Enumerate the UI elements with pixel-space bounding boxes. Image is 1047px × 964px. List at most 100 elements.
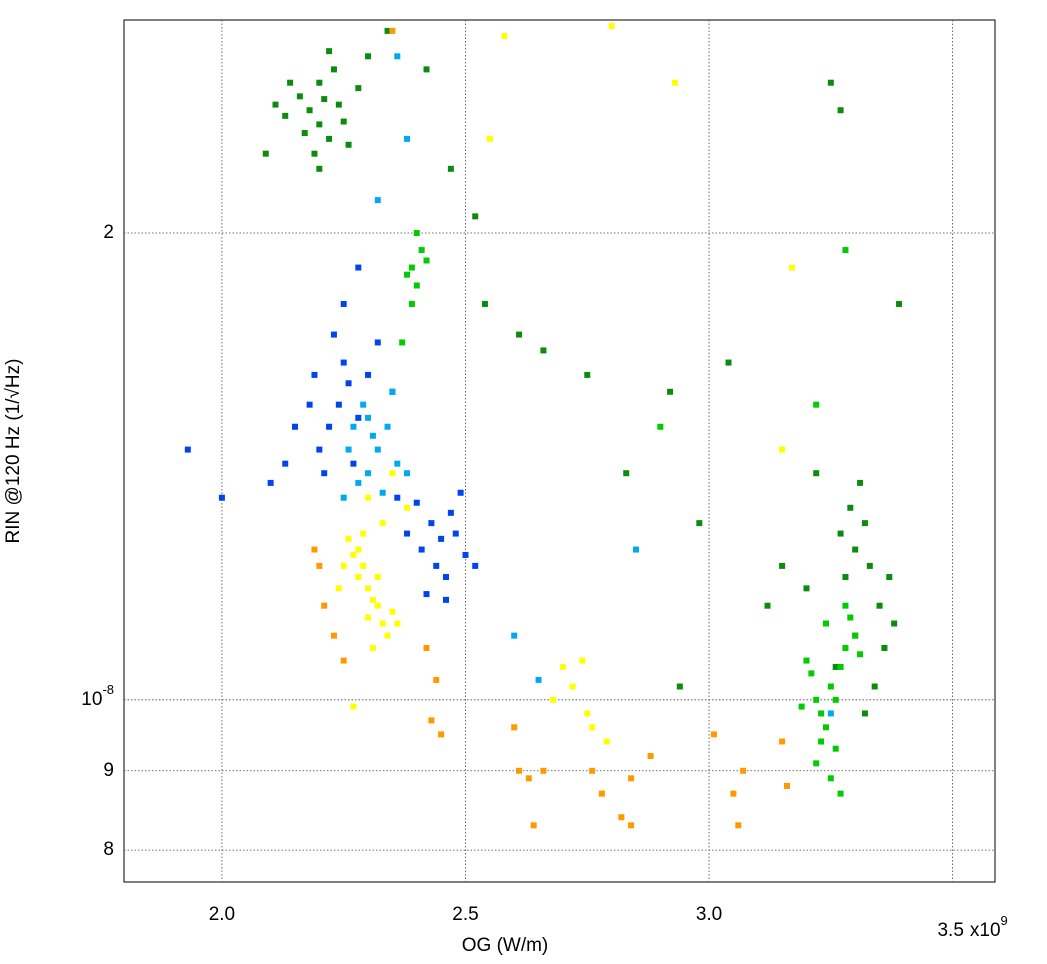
point [501, 32, 508, 39]
point [788, 264, 795, 271]
point [442, 596, 449, 603]
point [404, 530, 411, 537]
point [842, 602, 849, 609]
point [842, 247, 849, 254]
point [355, 574, 362, 581]
y-tick-label: 10-8 [81, 682, 114, 710]
point [394, 460, 401, 467]
point [360, 562, 367, 569]
point [725, 359, 732, 366]
point [813, 401, 820, 408]
point [525, 775, 532, 782]
point [340, 118, 347, 125]
point [350, 551, 357, 558]
point [316, 165, 323, 172]
point [511, 632, 518, 639]
point [822, 620, 829, 627]
point [779, 446, 786, 453]
point [433, 676, 440, 683]
point [360, 530, 367, 537]
point [569, 683, 576, 690]
point [428, 520, 435, 527]
point [404, 271, 411, 278]
point [413, 282, 420, 289]
point [365, 53, 372, 60]
point [628, 775, 635, 782]
point [355, 85, 362, 92]
point [647, 752, 654, 759]
point [291, 423, 298, 430]
point [399, 339, 406, 346]
point [447, 509, 454, 516]
point [827, 683, 834, 690]
point [837, 663, 844, 670]
point [847, 614, 854, 621]
point [184, 446, 191, 453]
point [886, 574, 893, 581]
point [818, 738, 825, 745]
x-axis-label: OG (W/m) [462, 935, 549, 956]
y-tick-value: 10 [81, 689, 102, 710]
point [379, 520, 386, 527]
point [481, 300, 488, 307]
x-tick-value: 2.0 [209, 904, 235, 925]
point [472, 213, 479, 220]
point [740, 767, 747, 774]
point [301, 130, 308, 137]
point [316, 79, 323, 86]
y-tick-value: 2 [103, 222, 114, 243]
point [330, 331, 337, 338]
point [374, 602, 381, 609]
point [584, 710, 591, 717]
point [340, 494, 347, 501]
point [628, 822, 635, 829]
point [282, 112, 289, 119]
point [540, 347, 547, 354]
point [306, 401, 313, 408]
point [516, 767, 523, 774]
point [418, 247, 425, 254]
point [365, 585, 372, 592]
point [618, 814, 625, 821]
point [404, 504, 411, 511]
point [350, 703, 357, 710]
x-tick-label: 2.0 [209, 904, 235, 925]
point [632, 546, 639, 553]
point [374, 197, 381, 204]
point [516, 331, 523, 338]
point [423, 591, 430, 598]
point [340, 562, 347, 569]
point [345, 380, 352, 387]
point [827, 775, 834, 782]
y-tick-label: 9 [103, 760, 114, 781]
point [350, 460, 357, 467]
point [764, 602, 771, 609]
point [374, 339, 381, 346]
point [389, 388, 396, 395]
point [783, 782, 790, 789]
point [779, 562, 786, 569]
point [423, 66, 430, 73]
y-tick-exponent: -8 [102, 682, 114, 697]
point [389, 27, 396, 34]
point [311, 150, 318, 157]
point [442, 574, 449, 581]
point [384, 632, 391, 639]
point [326, 423, 333, 430]
point [579, 657, 586, 664]
point [540, 767, 547, 774]
point [852, 632, 859, 639]
point [423, 257, 430, 264]
point [857, 651, 864, 658]
point [818, 710, 825, 717]
point [282, 460, 289, 467]
y-tick-label: 2 [103, 222, 114, 243]
point [871, 683, 878, 690]
point [813, 696, 820, 703]
point [316, 121, 323, 128]
point [438, 731, 445, 738]
point [272, 101, 279, 108]
point [779, 738, 786, 745]
point [408, 300, 415, 307]
